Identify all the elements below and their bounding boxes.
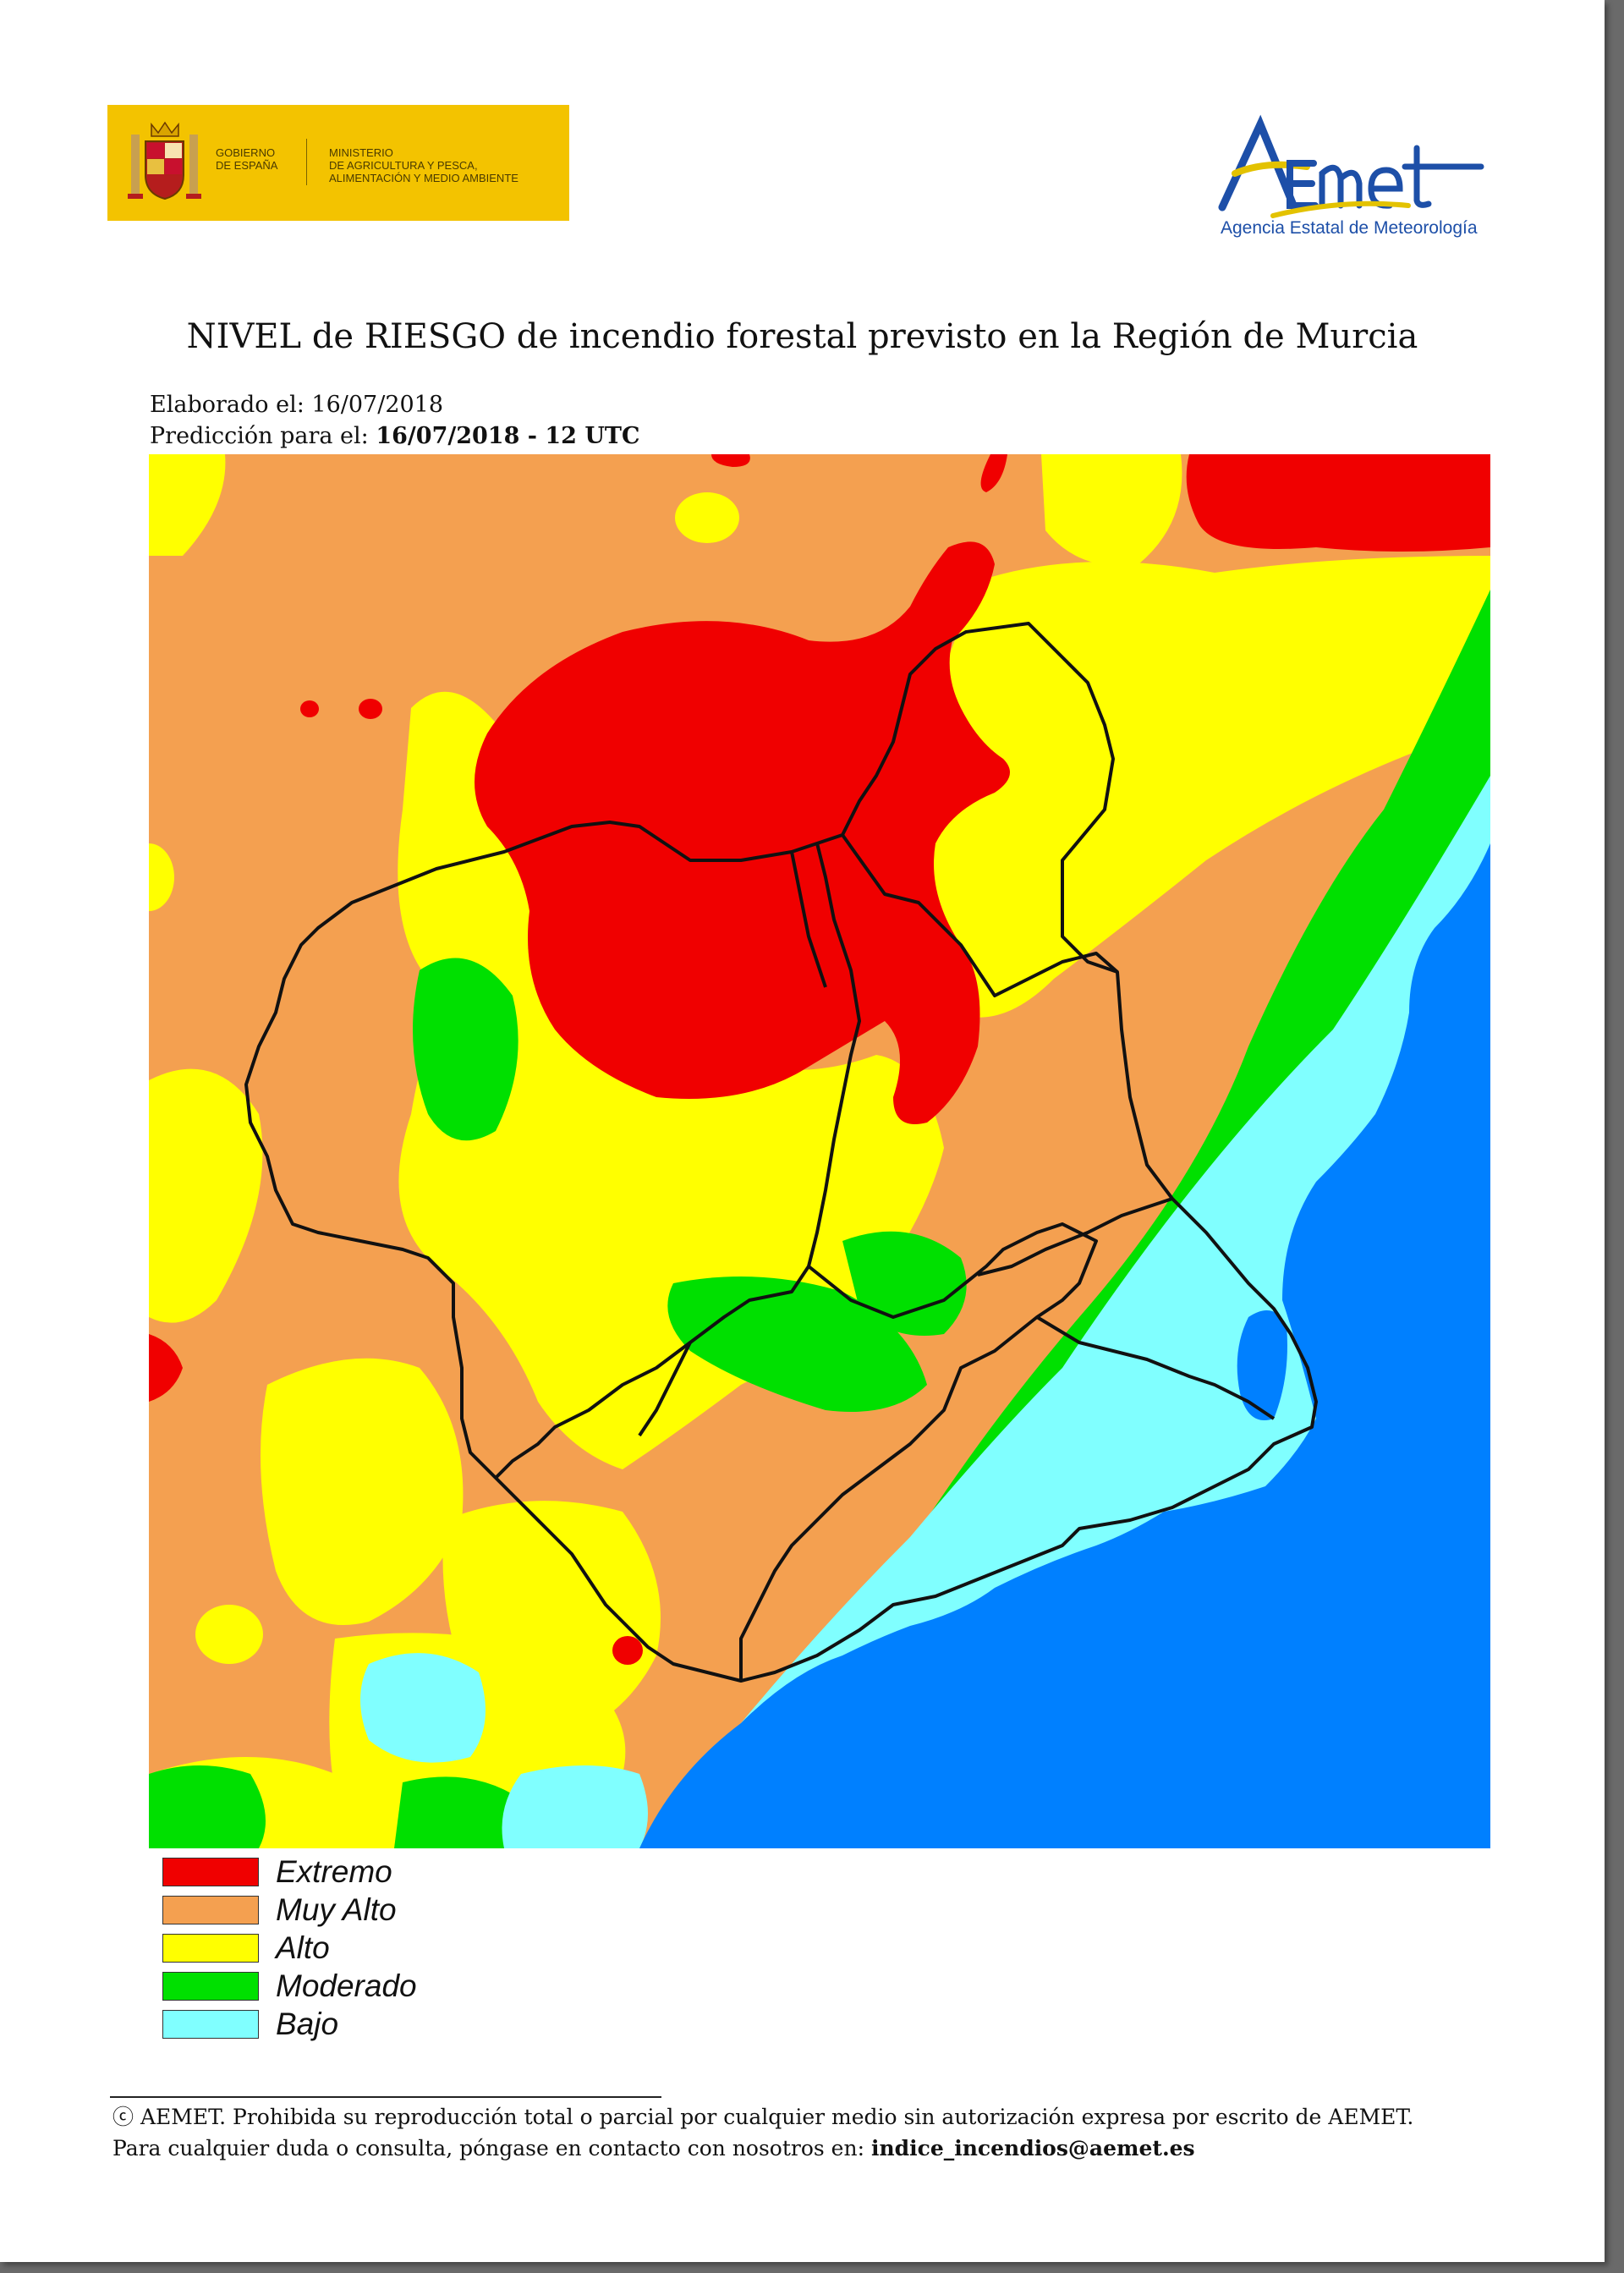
contact-text: Para cualquier duda o consulta, póngase … (112, 2136, 864, 2160)
ministerio-label: MINISTERIO DE AGRICULTURA Y PESCA, ALIME… (329, 146, 518, 184)
prediccion-line: Predicción para el: 16/07/2018 - 12 UTC (150, 420, 639, 452)
region-borders (244, 622, 1318, 1683)
fire-risk-map-svg (149, 454, 1490, 1848)
legend-label-extremo: Extremo (276, 1853, 392, 1889)
legend-swatch-alto (162, 1933, 259, 1963)
contact-email-link[interactable]: indice_incendios@aemet.es (870, 2136, 1195, 2160)
gobierno-espana-banner: GOBIERNO DE ESPAÑA MINISTERIO DE AGRICUL… (107, 105, 569, 221)
prediccion-label: Predicción para el: (150, 423, 369, 449)
spanish-coat-of-arms-icon (128, 121, 201, 200)
forecast-meta: Elaborado el: 16/07/2018 Predicción para… (150, 389, 639, 452)
legend-label-muy-alto: Muy Alto (276, 1891, 397, 1927)
legend-label-alto: Alto (276, 1930, 330, 1965)
elaborado-line: Elaborado el: 16/07/2018 (150, 389, 639, 420)
legend-item-moderado: Moderado (162, 1967, 417, 2005)
mar-menor (1237, 1310, 1287, 1420)
mediterranean-sea (639, 843, 1490, 1848)
risk-zones-extremo (149, 454, 1490, 1665)
risk-legend: Extremo Muy Alto Alto Moderado Bajo (162, 1853, 417, 2043)
legend-swatch-moderado (162, 1971, 259, 2001)
legend-label-bajo: Bajo (276, 2006, 339, 2041)
legend-label-moderado: Moderado (276, 1968, 417, 2003)
aemet-logo (1218, 114, 1484, 218)
legend-item-alto: Alto (162, 1929, 417, 1967)
prediccion-value: 16/07/2018 - 12 UTC (376, 423, 640, 449)
page-title: NIVEL de RIESGO de incendio forestal pre… (186, 317, 1418, 356)
legend-swatch-muy-alto (162, 1895, 259, 1924)
legend-item-extremo: Extremo (162, 1853, 417, 1891)
legend-item-bajo: Bajo (162, 2005, 417, 2043)
page-footer: ⓒ AEMET. Prohibida su reproducción total… (112, 2101, 1550, 2164)
contact-line: Para cualquier duda o consulta, póngase … (112, 2133, 1550, 2164)
legend-swatch-extremo (162, 1857, 259, 1886)
elaborado-date: 16/07/2018 (311, 392, 444, 418)
fire-risk-map (149, 454, 1490, 1848)
aemet-subtitle: Agencia Estatal de Meteorología (1221, 218, 1478, 238)
legend-item-muy-alto: Muy Alto (162, 1891, 417, 1929)
gobierno-espana-label: GOBIERNO DE ESPAÑA (216, 146, 278, 172)
footer-rule (110, 2096, 661, 2098)
copyright-notice: ⓒ AEMET. Prohibida su reproducción total… (112, 2105, 1414, 2129)
banner-divider (306, 139, 307, 185)
elaborado-label: Elaborado el: (150, 392, 304, 418)
legend-swatch-bajo (162, 2009, 259, 2039)
